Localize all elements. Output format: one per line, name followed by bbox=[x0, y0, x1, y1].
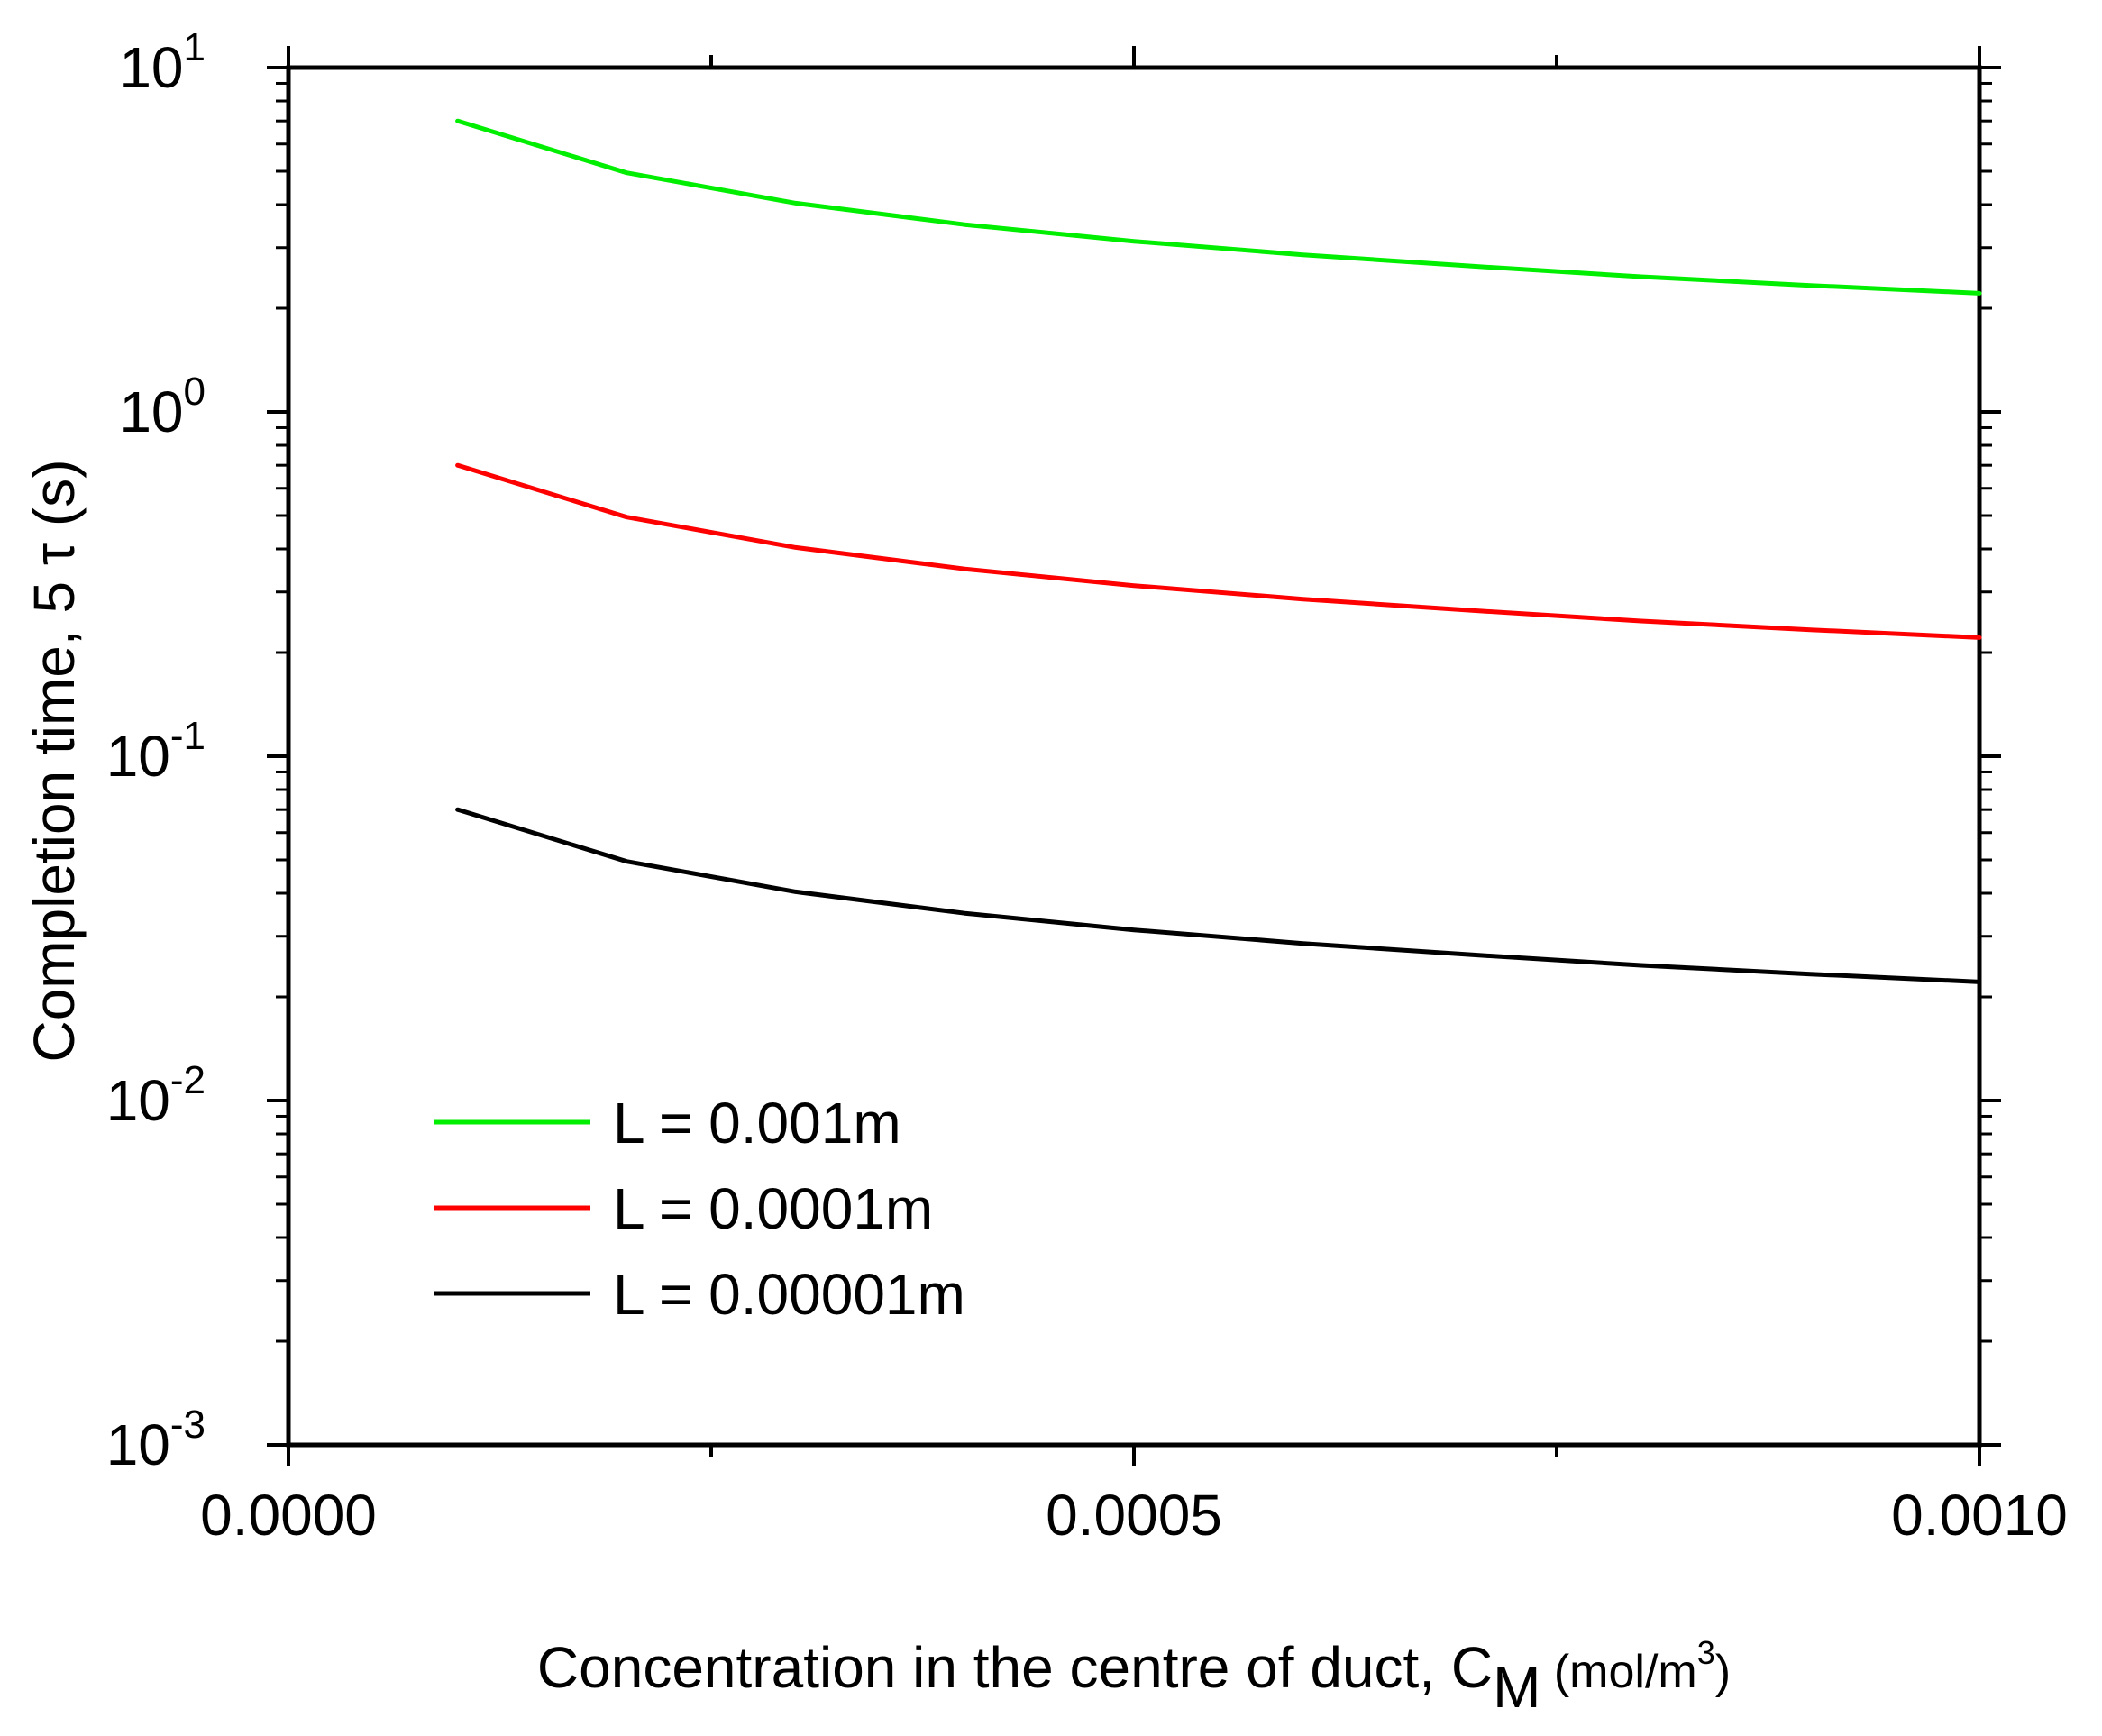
series-line-l-0.001m bbox=[455, 118, 1982, 296]
plot-frame bbox=[286, 65, 1982, 1448]
y-tick-label: 10-3 bbox=[106, 1403, 206, 1477]
x-axis-title-main: Concentration in the centre of duct, C bbox=[537, 1635, 1493, 1700]
x-axis-title-unit: (mol/m bbox=[1540, 1646, 1696, 1698]
x-axis-title: Concentration in the centre of duct, CM … bbox=[537, 1634, 1731, 1720]
y-tick-label: 101 bbox=[119, 25, 206, 100]
x-tick-label: 0.0000 bbox=[200, 1483, 377, 1548]
x-tick-label: 0.0010 bbox=[1891, 1483, 2068, 1548]
series-lines bbox=[455, 118, 1982, 984]
y-axis-title: Completion time, 5 τ (s) bbox=[22, 459, 87, 1062]
legend-label-l-0.001m: L = 0.001m bbox=[613, 1091, 901, 1156]
series-line-l-0.00001m bbox=[455, 807, 1982, 984]
y-tick-label: 10-1 bbox=[106, 714, 206, 789]
legend-label-l-0.0001m: L = 0.0001m bbox=[613, 1176, 933, 1241]
series-line-l-0.0001m bbox=[455, 462, 1982, 640]
legend: L = 0.001m L = 0.0001m L = 0.00001m bbox=[434, 1091, 965, 1327]
x-axis-title-subscript: M bbox=[1493, 1655, 1540, 1720]
axis-tick-labels: 0.0000 0.0005 0.0010 101 100 10-1 10-2 10-3 bbox=[106, 25, 2068, 1548]
axis-ticks bbox=[267, 46, 2001, 1466]
y-tick-label: 10-2 bbox=[106, 1058, 206, 1133]
x-tick-label: 0.0005 bbox=[1046, 1483, 1222, 1548]
legend-label-l-0.00001m: L = 0.00001m bbox=[613, 1262, 965, 1327]
y-tick-label: 100 bbox=[119, 370, 206, 444]
x-axis-title-unit-sup: 3 bbox=[1697, 1634, 1715, 1671]
x-axis-title-unit-close: ) bbox=[1715, 1646, 1731, 1698]
